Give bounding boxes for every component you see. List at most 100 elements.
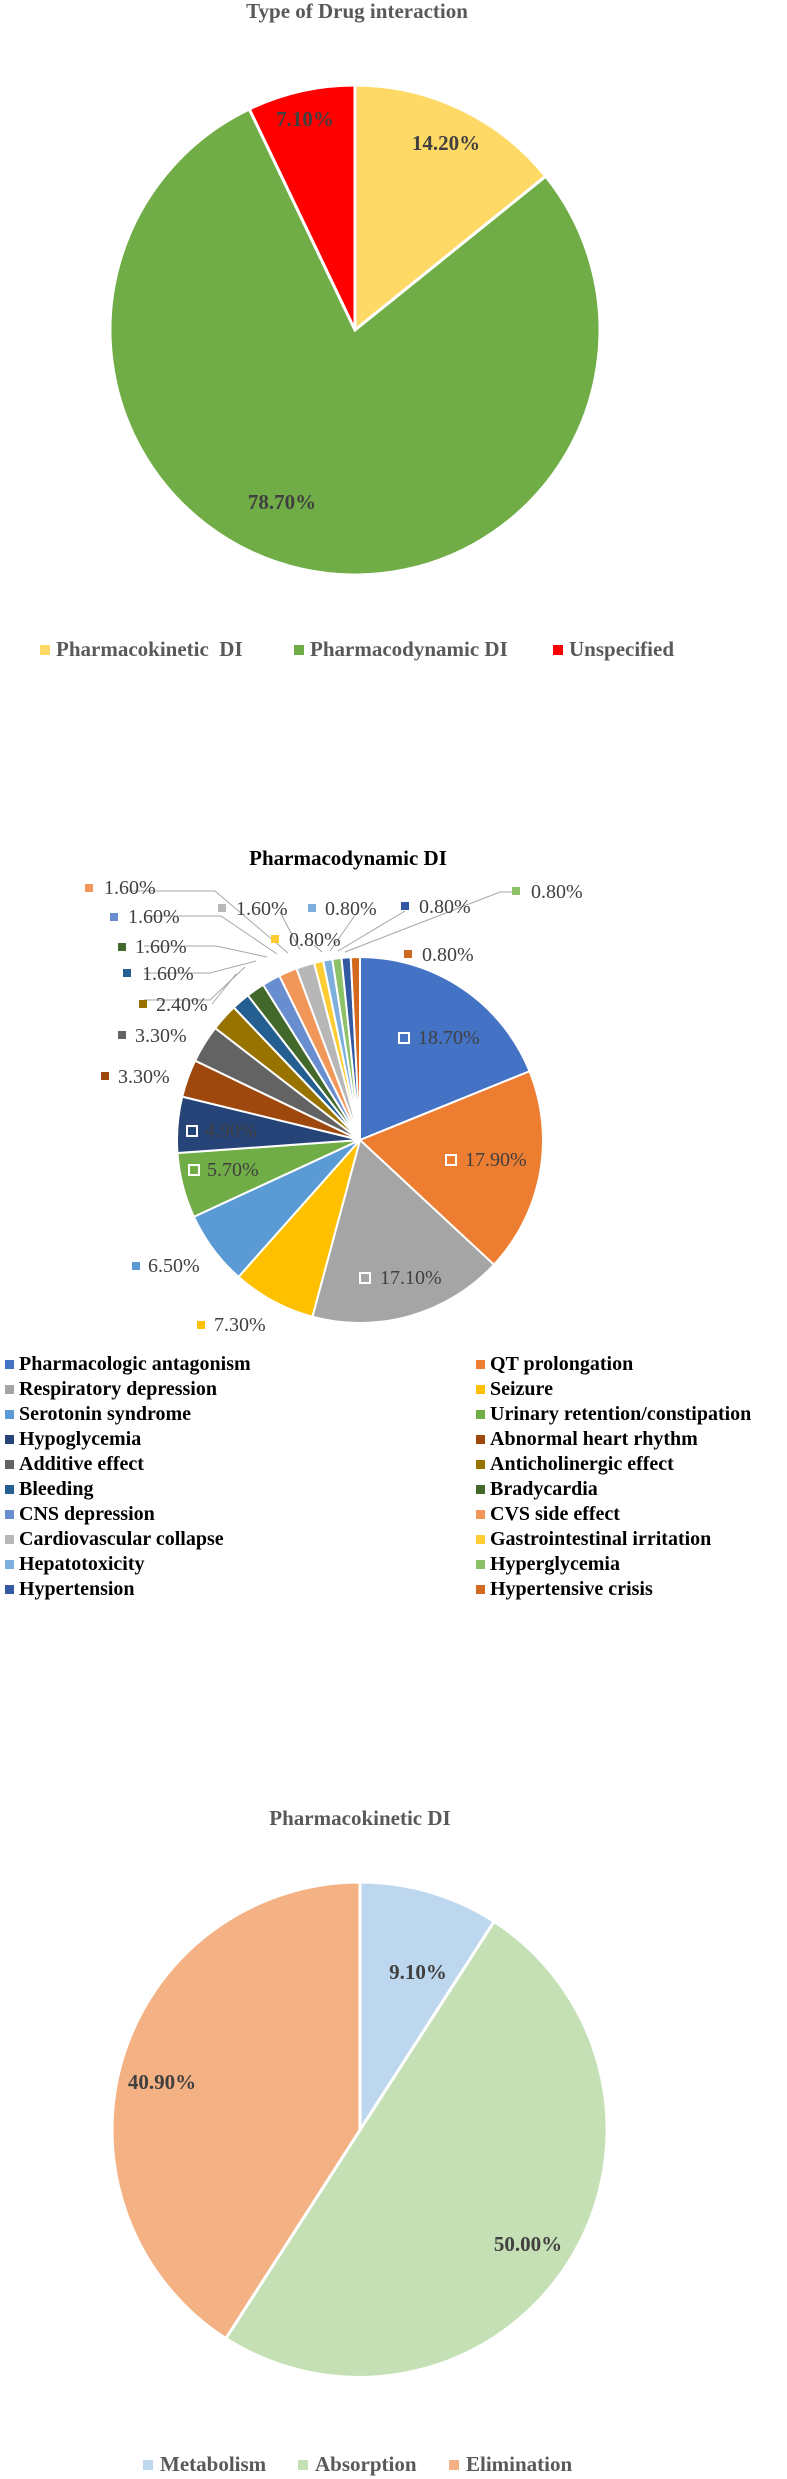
data-label-marker bbox=[118, 943, 126, 951]
leader-line bbox=[279, 911, 301, 951]
data-label-marker bbox=[359, 1272, 371, 1284]
leader-line bbox=[337, 910, 406, 952]
legend-swatch bbox=[476, 1385, 485, 1394]
data-label: 3.30% bbox=[135, 1025, 187, 1047]
pie-slice bbox=[223, 1919, 609, 2379]
legend-label: CVS side effect bbox=[490, 1503, 620, 1525]
legend-swatch bbox=[476, 1435, 485, 1444]
chart-title: Pharmacokinetic DI bbox=[269, 1806, 450, 1830]
data-label-marker bbox=[445, 1154, 457, 1166]
leader-line bbox=[313, 944, 323, 953]
legend-swatch bbox=[476, 1485, 485, 1494]
leader-line bbox=[329, 910, 359, 952]
pie-slice bbox=[353, 83, 548, 334]
data-label: 4.90% bbox=[205, 1120, 257, 1142]
data-label: 1.60% bbox=[128, 906, 180, 928]
data-label-marker bbox=[308, 904, 316, 912]
data-label: 0.80% bbox=[531, 881, 583, 903]
pie-slice bbox=[359, 955, 531, 1142]
legend-label: Anticholinergic effect bbox=[490, 1453, 674, 1475]
legend-swatch bbox=[5, 1360, 14, 1369]
data-labels: 14.20% 78.70% 7.10% bbox=[248, 107, 480, 514]
legend-swatch bbox=[476, 1460, 485, 1469]
legend-swatch bbox=[5, 1510, 14, 1519]
data-label: 7.30% bbox=[214, 1314, 266, 1336]
legend-label: Bradycardia bbox=[490, 1478, 598, 1500]
chart-title: Pharmacodynamic DI bbox=[249, 846, 447, 870]
data-label: 0.80% bbox=[419, 896, 471, 918]
legend-label: Abnormal heart rhythm bbox=[490, 1428, 698, 1450]
data-label: 1.60% bbox=[142, 963, 194, 985]
data-label-marker bbox=[401, 902, 409, 910]
data-label: 78.70% bbox=[248, 490, 316, 514]
pie-slices bbox=[110, 1880, 609, 2379]
data-label: 1.60% bbox=[104, 877, 156, 899]
pie-slices bbox=[108, 83, 602, 577]
data-label-marker bbox=[398, 1032, 410, 1044]
chart-pharmacokinetic-di: Pharmacokinetic DI 9.10% 50.00% 40.90% M… bbox=[110, 1806, 609, 2476]
pie-slice bbox=[349, 955, 361, 1141]
leader-line bbox=[144, 915, 278, 955]
pie-slice bbox=[247, 83, 357, 331]
pie-slice bbox=[108, 106, 602, 577]
data-label-marker bbox=[197, 1321, 205, 1329]
legend-label: Pharmacodynamic DI bbox=[310, 637, 508, 661]
legend-swatch bbox=[476, 1360, 485, 1369]
legend: Metabolism Absorption Elimination bbox=[143, 2452, 573, 2476]
data-label: 40.90% bbox=[128, 2070, 196, 2094]
legend-label: Hyperglycemia bbox=[490, 1553, 620, 1575]
legend-swatch bbox=[476, 1535, 485, 1544]
data-label: 0.80% bbox=[325, 898, 377, 920]
data-label: 7.10% bbox=[276, 107, 334, 131]
legend-swatch bbox=[298, 2460, 308, 2470]
data-label-marker bbox=[118, 1031, 126, 1039]
pie-slice bbox=[110, 1880, 362, 2341]
chart-pharmacodynamic-di: Pharmacodynamic DI 18.70% 17.90% 17.10% … bbox=[5, 846, 751, 1600]
legend-label: Bleeding bbox=[19, 1478, 93, 1500]
data-label-marker bbox=[188, 1164, 200, 1176]
data-label-marker bbox=[101, 1072, 109, 1080]
leader-line bbox=[144, 960, 257, 974]
legend-swatch bbox=[449, 2460, 459, 2470]
data-label: 6.50% bbox=[148, 1255, 200, 1277]
legend-swatch bbox=[5, 1460, 14, 1469]
legend-label: Absorption bbox=[315, 2452, 417, 2476]
legend-label: Serotonin syndrome bbox=[19, 1403, 191, 1425]
legend-label: Additive effect bbox=[19, 1453, 144, 1475]
data-label: 14.20% bbox=[412, 131, 480, 155]
data-label-marker bbox=[132, 1262, 140, 1270]
legend-label: Metabolism bbox=[160, 2452, 267, 2476]
data-label: 0.80% bbox=[422, 944, 474, 966]
data-label: 3.30% bbox=[118, 1066, 170, 1088]
legend-label: Hepatotoxicity bbox=[19, 1553, 145, 1575]
legend-swatch bbox=[5, 1435, 14, 1444]
leader-line bbox=[344, 891, 515, 953]
legend-label: Seizure bbox=[490, 1378, 553, 1400]
legend-swatch bbox=[5, 1385, 14, 1394]
data-labels: 9.10% 50.00% 40.90% bbox=[128, 1960, 562, 2256]
data-label: 0.80% bbox=[289, 929, 341, 951]
legend-swatch bbox=[5, 1485, 14, 1494]
leader-line bbox=[211, 973, 237, 1005]
legend-swatch bbox=[5, 1535, 14, 1544]
leader-lines bbox=[129, 890, 515, 1005]
legend-swatch bbox=[553, 645, 563, 655]
legend-swatch bbox=[476, 1510, 485, 1519]
data-label-marker bbox=[186, 1125, 198, 1137]
data-labels: 18.70% 17.90% 17.10% 5.70% 4.90% 7.30% 6… bbox=[85, 877, 583, 1336]
leader-line bbox=[144, 945, 268, 958]
legend-label: Pharmacokinetic DI bbox=[56, 637, 243, 661]
legend-label: Hypertensive crisis bbox=[490, 1578, 653, 1600]
data-label: 50.00% bbox=[494, 2232, 562, 2256]
data-label: 2.40% bbox=[156, 994, 208, 1016]
pie-slice bbox=[358, 1880, 497, 2136]
legend-label: Cardiovascular collapse bbox=[19, 1528, 224, 1550]
data-label: 5.70% bbox=[207, 1159, 259, 1181]
legend: Pharmacologic antagonism QT prolongation… bbox=[5, 1353, 751, 1600]
data-label: 17.10% bbox=[380, 1267, 442, 1289]
pie-slice bbox=[358, 1069, 544, 1267]
data-label-marker bbox=[271, 935, 279, 943]
data-label-marker bbox=[110, 913, 118, 921]
legend-swatch bbox=[5, 1585, 14, 1594]
